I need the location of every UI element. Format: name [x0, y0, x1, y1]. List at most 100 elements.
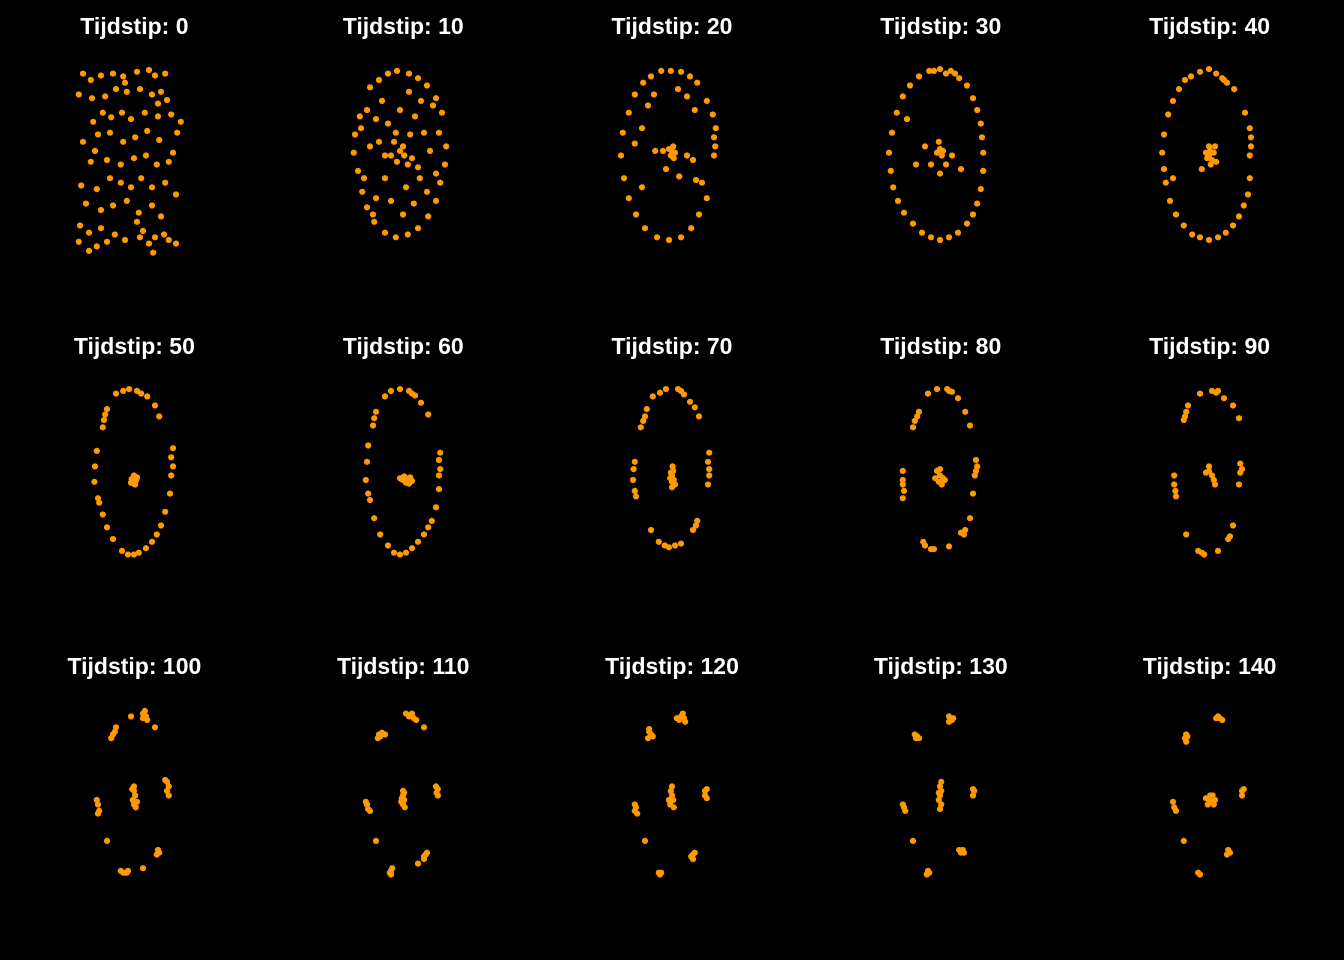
data-point [692, 176, 699, 184]
data-point [647, 526, 654, 534]
data-point [1212, 481, 1219, 488]
data-point [154, 113, 162, 120]
scatter-panel: Tijdstip: 60 [269, 320, 538, 640]
data-point [1206, 143, 1213, 150]
data-point [126, 386, 133, 393]
data-point [390, 549, 397, 556]
data-point [617, 152, 624, 159]
panel-title: Tijdstip: 60 [342, 333, 464, 359]
data-point [641, 837, 648, 844]
data-point [428, 517, 435, 524]
data-point [928, 234, 935, 241]
data-point [928, 161, 935, 168]
data-point [387, 152, 394, 159]
data-point [441, 161, 448, 168]
data-point [980, 167, 987, 174]
data-point [399, 787, 406, 794]
data-point [639, 417, 646, 424]
data-point [132, 134, 139, 141]
data-point [144, 716, 151, 724]
data-point [172, 240, 180, 247]
data-point [177, 118, 184, 125]
data-point [87, 158, 94, 165]
panel-title: Tijdstip: 0 [80, 13, 189, 39]
data-point [936, 138, 943, 145]
data-point [433, 789, 440, 796]
data-point [913, 161, 920, 168]
data-point [358, 188, 366, 195]
data-point [402, 549, 409, 556]
data-point [118, 109, 126, 116]
data-point [689, 156, 696, 164]
data-point [94, 801, 102, 808]
panel-title: Tijdstip: 100 [67, 653, 202, 679]
data-point [442, 143, 450, 150]
data-point [99, 511, 106, 518]
data-point [417, 97, 424, 104]
data-point [656, 389, 663, 396]
data-point [399, 143, 406, 150]
data-point [141, 707, 148, 714]
data-point [910, 837, 917, 844]
data-point [674, 86, 681, 93]
data-point [436, 466, 444, 473]
scatter-plot [629, 386, 712, 551]
data-point [435, 456, 442, 464]
data-point [364, 490, 372, 497]
data-point [106, 129, 114, 136]
data-point [1245, 191, 1252, 198]
data-point [637, 424, 644, 431]
data-point [695, 211, 702, 218]
data-point [381, 175, 388, 182]
data-point [693, 79, 700, 86]
data-point [659, 147, 666, 154]
data-point [393, 67, 400, 74]
data-point [1210, 149, 1218, 156]
data-point [136, 234, 144, 241]
data-point [638, 184, 645, 191]
data-point [665, 146, 672, 153]
data-point [169, 445, 177, 452]
data-point [102, 93, 109, 100]
panel-title: Tijdstip: 90 [1149, 333, 1271, 359]
data-point [375, 138, 382, 145]
data-point [712, 125, 719, 132]
scatter-plot [1159, 66, 1255, 244]
data-point [436, 449, 444, 456]
data-point [405, 88, 412, 95]
data-point [669, 463, 676, 470]
data-point [85, 229, 93, 236]
data-point [1236, 481, 1243, 488]
data-point [1197, 68, 1204, 75]
data-point [955, 229, 962, 236]
data-point [400, 152, 408, 159]
data-point [937, 466, 944, 473]
data-point [1221, 76, 1228, 84]
data-point [950, 715, 957, 722]
data-point [79, 138, 87, 145]
data-point [136, 86, 144, 93]
data-point [689, 856, 696, 863]
data-point [109, 536, 117, 543]
data-point [973, 456, 980, 464]
data-point [75, 91, 82, 98]
data-point [82, 200, 90, 207]
data-point [157, 522, 165, 529]
data-point [414, 860, 421, 867]
data-point [704, 458, 711, 465]
data-point [943, 161, 950, 168]
data-point [934, 149, 941, 156]
data-point [967, 422, 974, 429]
data-point [78, 182, 85, 189]
data-point [890, 184, 897, 191]
data-point [671, 542, 678, 549]
data-point [1184, 733, 1191, 740]
data-point [363, 458, 370, 465]
data-point [91, 147, 99, 154]
data-point [370, 515, 378, 522]
data-point [432, 504, 439, 511]
data-point [151, 234, 159, 241]
data-point [1248, 143, 1255, 150]
data-point [904, 116, 911, 123]
